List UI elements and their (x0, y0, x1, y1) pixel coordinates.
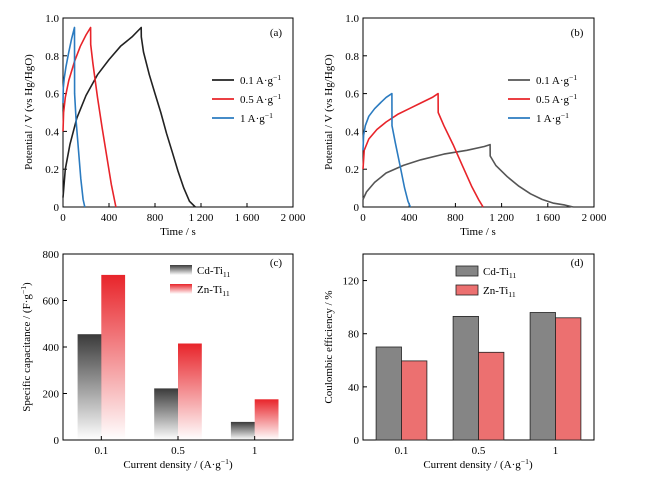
x-tick-label-b: 400 (401, 212, 418, 224)
panel-label-b: (b) (571, 27, 584, 39)
series-line-b-1 (362, 92, 484, 208)
x-axis-label-c: Current density / (A·g−1​) (123, 457, 233, 471)
x-tick-label-d: 0.1 (395, 445, 409, 457)
y-axis-label-b: Potential / V (vs Hg/HgO) (323, 54, 335, 170)
y-tick-label-d: 40 (348, 382, 360, 394)
y-tick-label-b: 0.2 (345, 164, 359, 176)
bar-d-1-2 (555, 317, 582, 441)
y-tick-label-c: 800 (43, 249, 60, 261)
bar-d-1-1 (478, 351, 505, 441)
y-tick-label-b: 0 (354, 202, 360, 214)
x-tick-label-d: 1 (553, 445, 559, 457)
x-tick-label-a: 1 600 (235, 212, 260, 224)
y-axis-label-a: Potential / V (vs Hg/HgO) (23, 54, 35, 170)
legend-label-a-2: 1 A·g−1​ (240, 111, 273, 125)
bar-d-1-0 (401, 360, 428, 441)
panel-label-a: (a) (270, 27, 283, 39)
series-line-a-2 (62, 26, 86, 208)
legend-label-a-0: 0.1 A·g−1​ (240, 73, 281, 87)
y-tick-label-a: 0.8 (45, 51, 59, 63)
x-tick-label-a: 0 (60, 212, 66, 224)
legend-swatch-c-1 (170, 284, 192, 294)
bar-c-1-0 (101, 274, 126, 440)
panel-c: 0 200 400 600 800 0.1 0.5 1 Cd-Ti11​ Zn-Ti11​ Curr… (19, 249, 294, 471)
y-tick-label-a: 0 (54, 202, 60, 214)
panel-d: 0 40 80 120 0.1 0.5 1 Cd-Ti11​ Zn-Ti11​ Current d… (323, 253, 595, 471)
x-tick-label-c: 0.1 (94, 445, 108, 457)
y-tick-label-a: 0.6 (45, 89, 59, 101)
x-tick-label-b: 2 000 (582, 212, 607, 224)
x-tick-label-a: 2 000 (281, 212, 306, 224)
bar-c-0-0 (77, 334, 102, 440)
y-axis-label-d: Coulombic efficiency / % (323, 290, 335, 403)
bar-c-0-1 (154, 388, 178, 440)
panel-label-d: (d) (571, 257, 584, 269)
y-tick-label-c: 0 (54, 435, 60, 447)
y-axis-label-c: Specific capacitance / (F·g−1​) (19, 282, 33, 412)
y-tick-label-c: 200 (43, 389, 60, 401)
legend-label-c-0: Cd-Ti11​ (197, 265, 230, 279)
legend-label-d-0: Cd-Ti11​ (483, 266, 516, 280)
series-line-b-0 (362, 143, 574, 208)
legend-label-b-1: 0.5 A·g−1​ (536, 92, 577, 106)
legend-swatch-c-0 (170, 265, 192, 275)
panel-a: 0 0.2 0.4 0.6 0.8 1.0 0 400 800 1 200 1 600 2 000 0.… (23, 13, 306, 238)
bar-c-1-2 (254, 399, 279, 440)
plot-frame-b (362, 17, 595, 208)
series-line-b-2 (362, 92, 412, 208)
bar-d-0-1 (452, 315, 479, 441)
x-tick-label-c: 1 (252, 445, 258, 457)
x-tick-label-b: 800 (447, 212, 464, 224)
series-line-a-0 (62, 26, 196, 208)
x-axis-label-d: Current density / (A·g−1​) (423, 457, 533, 471)
bar-c-0-2 (230, 421, 255, 440)
x-tick-label-b: 0 (360, 212, 366, 224)
bar-d-0-2 (529, 312, 556, 441)
y-tick-label-b: 1.0 (345, 13, 359, 25)
series-line-a-1 (62, 26, 117, 208)
x-tick-label-c: 0.5 (171, 445, 185, 457)
y-tick-label-a: 1.0 (45, 13, 59, 25)
y-tick-label-d: 120 (343, 276, 360, 288)
legend-swatch-d-0 (455, 265, 479, 277)
x-tick-label-a: 1 200 (189, 212, 214, 224)
x-tick-label-b: 1 200 (489, 212, 514, 224)
x-axis-label-a: Time / s (160, 226, 196, 238)
x-axis-label-b: Time / s (460, 226, 496, 238)
x-tick-label-b: 1 600 (535, 212, 560, 224)
y-tick-label-c: 600 (43, 296, 60, 308)
y-tick-label-b: 0.6 (345, 89, 359, 101)
panel-b: 0 0.2 0.4 0.6 0.8 1.0 0 400 800 1 200 1 600 2 000 0.… (323, 13, 607, 238)
legend-swatch-d-1 (455, 284, 479, 296)
y-tick-label-d: 80 (348, 329, 360, 341)
y-tick-label-b: 0.8 (345, 51, 359, 63)
bar-d-0-0 (375, 346, 402, 441)
bar-c-1-1 (178, 343, 202, 440)
legend-label-d-1: Zn-Ti11​ (483, 285, 516, 299)
x-tick-label-a: 400 (101, 212, 118, 224)
y-tick-label-a: 0.4 (45, 126, 59, 138)
legend-label-b-2: 1 A·g−1​ (536, 111, 569, 125)
y-tick-label-c: 400 (43, 342, 60, 354)
x-tick-label-a: 800 (147, 212, 164, 224)
x-tick-label-d: 0.5 (472, 445, 486, 457)
panel-label-c: (c) (270, 257, 283, 269)
y-tick-label-d: 0 (354, 435, 360, 447)
legend-label-c-1: Zn-Ti11​ (197, 284, 230, 298)
y-tick-label-b: 0.4 (345, 126, 359, 138)
legend-label-b-0: 0.1 A·g−1​ (536, 73, 577, 87)
y-tick-label-a: 0.2 (45, 164, 59, 176)
legend-label-a-1: 0.5 A·g−1​ (240, 92, 281, 106)
